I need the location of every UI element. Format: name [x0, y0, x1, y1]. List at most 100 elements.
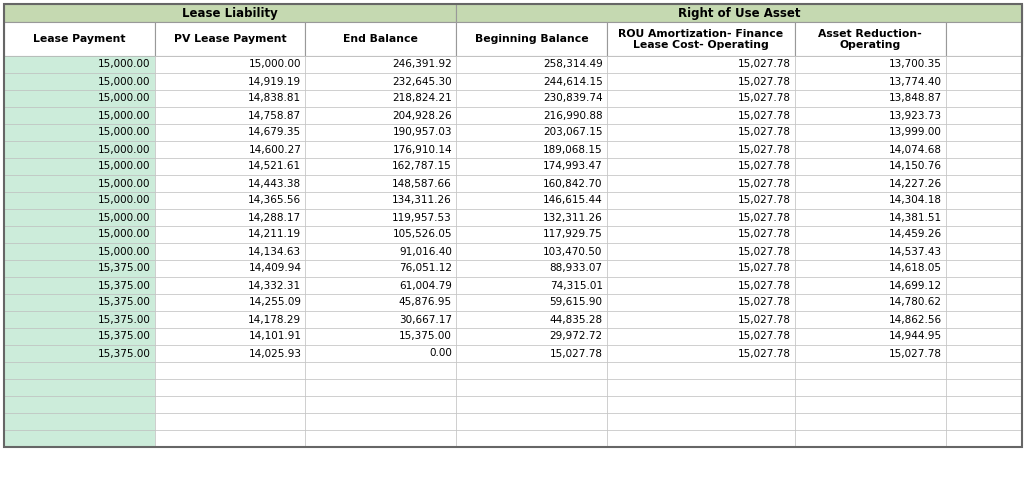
Bar — [945, 209, 1022, 226]
Bar — [456, 158, 606, 175]
Bar — [606, 345, 795, 362]
Bar — [4, 430, 155, 447]
Text: Lease Cost- Operating: Lease Cost- Operating — [633, 40, 769, 50]
Bar — [305, 243, 456, 260]
Bar — [795, 192, 945, 209]
Bar — [4, 4, 456, 22]
Text: 29,972.72: 29,972.72 — [550, 332, 603, 342]
Bar — [795, 243, 945, 260]
Text: End Balance: End Balance — [343, 34, 418, 44]
Bar — [795, 175, 945, 192]
Text: 15,027.78: 15,027.78 — [738, 348, 791, 359]
Text: 15,000.00: 15,000.00 — [98, 229, 151, 240]
Text: 14,409.94: 14,409.94 — [249, 263, 301, 273]
Bar — [945, 345, 1022, 362]
Bar — [155, 277, 305, 294]
Bar — [155, 124, 305, 141]
Bar — [795, 226, 945, 243]
Bar — [4, 107, 155, 124]
Bar — [155, 328, 305, 345]
Text: 76,051.12: 76,051.12 — [399, 263, 452, 273]
Bar — [4, 158, 155, 175]
Bar — [945, 22, 1022, 56]
Text: 15,000.00: 15,000.00 — [98, 212, 151, 223]
Bar — [305, 345, 456, 362]
Text: 190,957.03: 190,957.03 — [392, 127, 452, 137]
Text: 15,375.00: 15,375.00 — [97, 315, 151, 324]
Text: 13,923.73: 13,923.73 — [889, 110, 942, 121]
Bar — [305, 294, 456, 311]
Bar — [456, 243, 606, 260]
Bar — [456, 90, 606, 107]
Bar — [155, 141, 305, 158]
Bar — [795, 277, 945, 294]
Text: Lease Payment: Lease Payment — [33, 34, 126, 44]
Text: 162,787.15: 162,787.15 — [392, 162, 452, 171]
Text: 13,999.00: 13,999.00 — [889, 127, 942, 137]
Bar — [4, 379, 155, 396]
Bar — [945, 311, 1022, 328]
Bar — [606, 158, 795, 175]
Bar — [945, 260, 1022, 277]
Text: 119,957.53: 119,957.53 — [392, 212, 452, 223]
Text: 15,000.00: 15,000.00 — [98, 60, 151, 70]
Bar — [795, 158, 945, 175]
Bar — [606, 226, 795, 243]
Text: Right of Use Asset: Right of Use Asset — [678, 6, 800, 19]
Bar — [155, 90, 305, 107]
Bar — [155, 158, 305, 175]
Bar — [305, 311, 456, 328]
Bar — [606, 209, 795, 226]
Text: 15,027.78: 15,027.78 — [738, 162, 791, 171]
Bar — [795, 396, 945, 413]
Text: 14,919.19: 14,919.19 — [248, 76, 301, 87]
Bar — [606, 294, 795, 311]
Text: 132,311.26: 132,311.26 — [543, 212, 603, 223]
Bar — [945, 396, 1022, 413]
Bar — [155, 192, 305, 209]
Bar — [606, 311, 795, 328]
Bar — [795, 294, 945, 311]
Text: 14,618.05: 14,618.05 — [889, 263, 942, 273]
Bar — [945, 124, 1022, 141]
Bar — [305, 396, 456, 413]
Bar — [456, 209, 606, 226]
Text: 15,027.78: 15,027.78 — [738, 315, 791, 324]
Bar — [795, 379, 945, 396]
Text: 61,004.79: 61,004.79 — [399, 281, 452, 290]
Bar — [155, 345, 305, 362]
Bar — [155, 22, 305, 56]
Text: PV Lease Payment: PV Lease Payment — [174, 34, 287, 44]
Bar — [606, 260, 795, 277]
Bar — [305, 192, 456, 209]
Bar — [456, 175, 606, 192]
Bar — [4, 328, 155, 345]
Text: 74,315.01: 74,315.01 — [550, 281, 603, 290]
Text: 218,824.21: 218,824.21 — [392, 93, 452, 104]
Text: 15,000.00: 15,000.00 — [98, 246, 151, 257]
Bar — [945, 107, 1022, 124]
Bar — [4, 90, 155, 107]
Text: 15,000.00: 15,000.00 — [98, 196, 151, 206]
Bar — [305, 141, 456, 158]
Text: 15,027.78: 15,027.78 — [738, 196, 791, 206]
Text: ROU Amortization- Finance: ROU Amortization- Finance — [618, 29, 783, 39]
Bar — [945, 362, 1022, 379]
Text: 258,314.49: 258,314.49 — [543, 60, 603, 70]
Text: Lease Liability: Lease Liability — [182, 6, 278, 19]
Text: 14,443.38: 14,443.38 — [248, 179, 301, 188]
Bar — [155, 209, 305, 226]
Bar — [795, 107, 945, 124]
Bar — [795, 209, 945, 226]
Text: 15,375.00: 15,375.00 — [97, 281, 151, 290]
Bar — [606, 192, 795, 209]
Text: 105,526.05: 105,526.05 — [392, 229, 452, 240]
Bar — [795, 345, 945, 362]
Text: 14,365.56: 14,365.56 — [248, 196, 301, 206]
Text: 15,000.00: 15,000.00 — [98, 110, 151, 121]
Bar — [456, 294, 606, 311]
Text: 59,615.90: 59,615.90 — [550, 298, 603, 307]
Bar — [795, 328, 945, 345]
Bar — [305, 209, 456, 226]
Bar — [606, 430, 795, 447]
